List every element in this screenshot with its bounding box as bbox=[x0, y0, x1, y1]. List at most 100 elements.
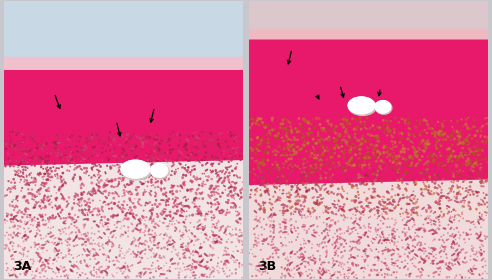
Point bbox=[150, 217, 157, 221]
Ellipse shape bbox=[13, 215, 17, 217]
Point bbox=[454, 252, 462, 256]
Point bbox=[85, 239, 93, 243]
Point bbox=[268, 202, 276, 206]
Point bbox=[375, 270, 383, 275]
Point bbox=[322, 171, 330, 175]
Point bbox=[230, 156, 238, 160]
Point bbox=[307, 164, 314, 168]
Ellipse shape bbox=[109, 250, 111, 252]
Point bbox=[7, 234, 15, 238]
Point bbox=[55, 255, 62, 260]
Point bbox=[271, 185, 279, 189]
Point bbox=[3, 230, 11, 235]
Point bbox=[190, 131, 198, 135]
Point bbox=[292, 126, 300, 131]
Point bbox=[216, 157, 224, 162]
Point bbox=[154, 243, 162, 248]
Ellipse shape bbox=[93, 221, 95, 222]
Point bbox=[27, 265, 35, 269]
Ellipse shape bbox=[409, 194, 412, 198]
Ellipse shape bbox=[418, 147, 421, 150]
Point bbox=[219, 191, 227, 195]
Point bbox=[373, 148, 381, 152]
Point bbox=[84, 158, 92, 163]
Point bbox=[53, 259, 61, 263]
Point bbox=[134, 199, 142, 204]
Point bbox=[422, 146, 430, 150]
Point bbox=[453, 129, 461, 134]
Point bbox=[99, 252, 107, 256]
Point bbox=[209, 233, 217, 237]
Point bbox=[80, 224, 88, 228]
Point bbox=[232, 232, 240, 237]
Ellipse shape bbox=[76, 146, 77, 147]
Point bbox=[275, 197, 282, 202]
Ellipse shape bbox=[341, 215, 342, 216]
Point bbox=[383, 202, 391, 206]
Point bbox=[361, 159, 369, 164]
Point bbox=[397, 177, 405, 181]
Ellipse shape bbox=[366, 206, 369, 208]
Point bbox=[413, 211, 421, 215]
Ellipse shape bbox=[14, 251, 16, 252]
Point bbox=[155, 255, 163, 260]
Point bbox=[373, 136, 381, 141]
Point bbox=[117, 269, 125, 273]
Ellipse shape bbox=[43, 145, 44, 146]
Point bbox=[271, 248, 279, 253]
Ellipse shape bbox=[181, 246, 183, 248]
Point bbox=[65, 195, 73, 200]
Point bbox=[309, 117, 317, 122]
Point bbox=[16, 251, 24, 255]
Point bbox=[438, 244, 446, 248]
Point bbox=[458, 212, 466, 216]
Point bbox=[401, 252, 409, 256]
Ellipse shape bbox=[149, 193, 151, 196]
Point bbox=[44, 216, 52, 220]
Point bbox=[136, 221, 144, 226]
Point bbox=[398, 238, 406, 242]
Point bbox=[364, 196, 371, 201]
Ellipse shape bbox=[70, 269, 73, 272]
Point bbox=[448, 209, 456, 214]
Ellipse shape bbox=[274, 185, 275, 187]
Point bbox=[265, 137, 273, 142]
Point bbox=[293, 130, 301, 134]
Point bbox=[454, 134, 462, 138]
Point bbox=[248, 123, 256, 128]
Point bbox=[178, 152, 186, 157]
Point bbox=[456, 236, 463, 240]
Point bbox=[43, 165, 51, 169]
Point bbox=[93, 178, 101, 182]
Point bbox=[181, 275, 189, 279]
Ellipse shape bbox=[303, 261, 307, 262]
Ellipse shape bbox=[376, 127, 380, 129]
Point bbox=[43, 169, 51, 173]
Point bbox=[433, 146, 441, 151]
Point bbox=[19, 170, 27, 175]
Point bbox=[58, 180, 65, 185]
Point bbox=[66, 237, 74, 241]
Point bbox=[104, 217, 112, 222]
Point bbox=[169, 160, 177, 164]
Point bbox=[135, 185, 143, 189]
Point bbox=[19, 149, 27, 154]
Point bbox=[283, 262, 291, 267]
Point bbox=[278, 136, 286, 140]
Point bbox=[373, 143, 381, 148]
Point bbox=[125, 275, 133, 280]
Point bbox=[35, 228, 43, 233]
Point bbox=[73, 270, 81, 275]
Point bbox=[408, 257, 416, 261]
Point bbox=[272, 248, 280, 253]
Point bbox=[42, 240, 50, 244]
Point bbox=[33, 155, 41, 160]
Point bbox=[170, 244, 178, 249]
Point bbox=[411, 256, 419, 261]
Point bbox=[56, 185, 63, 189]
Ellipse shape bbox=[479, 216, 481, 219]
Point bbox=[348, 230, 356, 234]
Point bbox=[412, 154, 420, 158]
Point bbox=[466, 270, 474, 275]
Point bbox=[264, 271, 272, 276]
